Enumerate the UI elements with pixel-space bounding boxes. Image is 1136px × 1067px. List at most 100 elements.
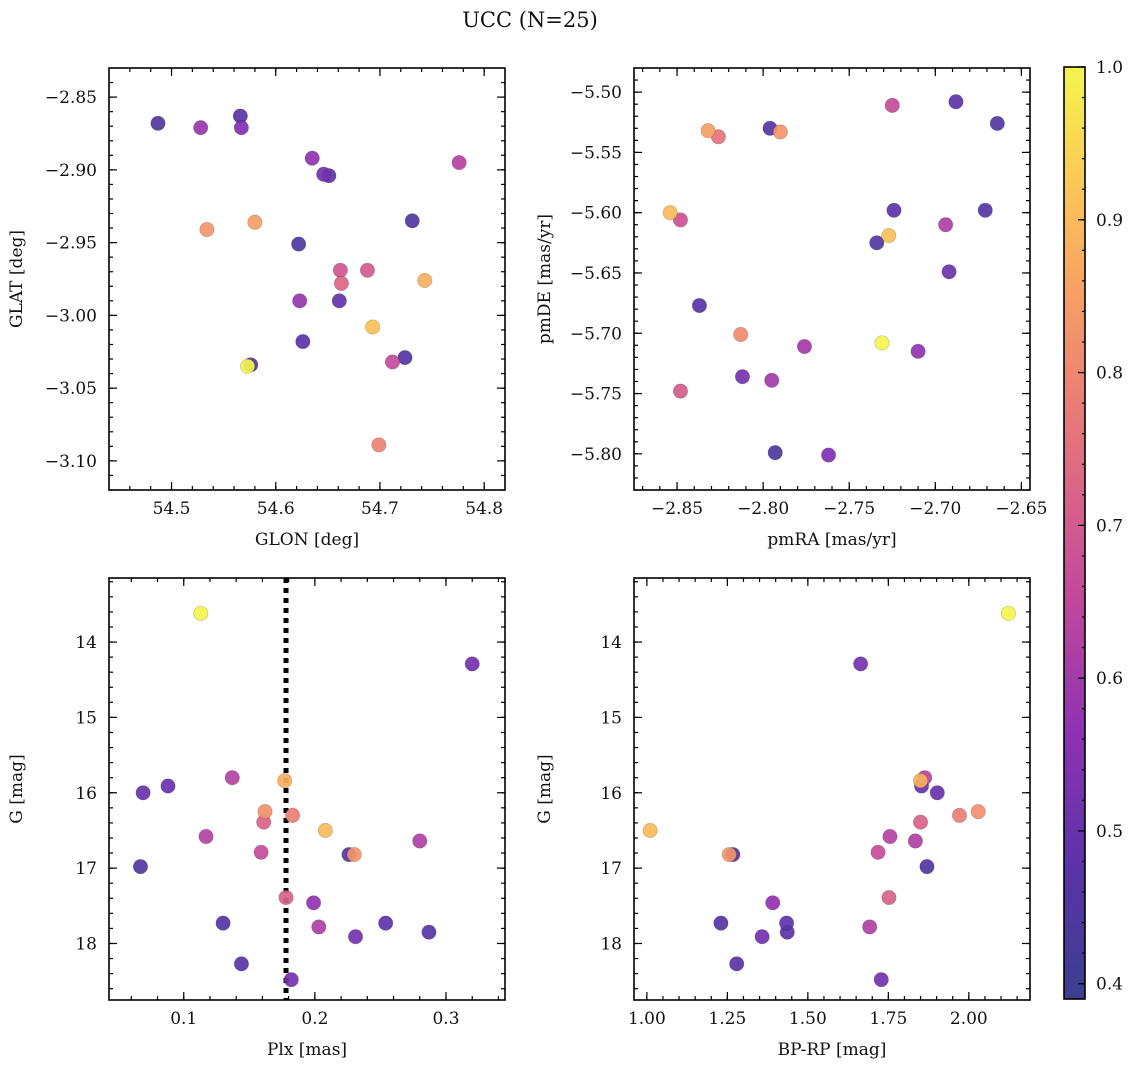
data-point [215, 915, 231, 931]
plx-g-axes-frame [108, 577, 506, 1001]
data-point [295, 333, 311, 350]
data-point [713, 915, 729, 931]
data-point [820, 447, 837, 463]
x-tick-label: −2.80 [737, 499, 789, 519]
data-point [754, 929, 770, 945]
data-point [853, 656, 869, 672]
y-tick-label: −5.50 [570, 83, 622, 103]
data-point [729, 956, 745, 972]
data-point [912, 814, 929, 830]
data-point [193, 120, 209, 136]
data-point [359, 262, 376, 278]
x-tick-label: −2.65 [995, 499, 1047, 519]
data-point [873, 972, 889, 988]
data-point [977, 202, 993, 218]
data-point [734, 369, 751, 385]
data-point [948, 94, 964, 110]
data-point [378, 915, 394, 931]
data-point [989, 115, 1005, 132]
y-tick-label: 18 [75, 934, 97, 954]
data-point [317, 822, 333, 839]
data-point [247, 214, 263, 230]
data-point [881, 889, 897, 906]
data-point [691, 297, 708, 314]
data-point [333, 275, 349, 291]
data-point [886, 202, 902, 218]
data-point [772, 124, 788, 140]
y-tick-label: −5.70 [570, 324, 622, 344]
x-tick-label: 1.50 [789, 1009, 827, 1029]
y-tick-label: −2.90 [45, 161, 97, 181]
data-point [796, 338, 813, 355]
data-point [198, 828, 214, 845]
data-point [929, 785, 945, 801]
x-tick-label: 54.7 [361, 499, 399, 519]
y-tick-label: −5.80 [570, 445, 622, 465]
data-point [331, 293, 347, 309]
y-tick-label: 15 [600, 708, 622, 728]
glon-glat-y-axis-label: GLAT [deg] [7, 230, 27, 328]
x-tick-label: 1.75 [869, 1009, 907, 1029]
data-point [291, 236, 307, 252]
data-point [417, 272, 433, 289]
data-point [371, 437, 387, 453]
data-point [910, 343, 926, 359]
y-tick-label: −3.05 [45, 379, 97, 399]
x-tick-label: −2.70 [909, 499, 961, 519]
plx-g-panel: 0.1 0.2 0.3 14 15 16 17 18 Plx [mas] G [mag] [7, 577, 506, 1060]
data-point [884, 97, 900, 113]
y-tick-label: −3.00 [45, 306, 97, 326]
x-tick-label: −2.75 [823, 499, 875, 519]
x-tick-label: 1.25 [708, 1009, 746, 1029]
y-tick-label: −5.75 [570, 385, 622, 405]
data-point [970, 804, 986, 820]
data-point [311, 919, 327, 935]
y-tick-label: −5.60 [570, 204, 622, 224]
data-point [642, 822, 658, 839]
plx-g-x-axis-label: Plx [mas] [267, 1040, 347, 1060]
data-point [384, 354, 401, 370]
data-point [346, 846, 362, 863]
data-point [277, 773, 293, 789]
data-point [869, 235, 885, 251]
colorbar-tick-label: 1.0 [1096, 58, 1123, 78]
colorbar: 0.4 0.5 0.6 0.7 0.8 0.9 1.0 [1063, 58, 1123, 1000]
data-point [132, 859, 149, 875]
data-point [305, 895, 322, 911]
glon-glat-x-axis-label: GLON [deg] [255, 530, 359, 550]
data-point [253, 844, 269, 860]
y-tick-label: 15 [75, 708, 97, 728]
data-point [919, 859, 935, 875]
y-tick-label: 18 [600, 934, 622, 954]
x-tick-label: 0.1 [170, 1009, 197, 1029]
data-point [779, 915, 795, 931]
data-point [881, 227, 897, 244]
data-point [199, 221, 215, 238]
plx-g-y-axis-label: G [mag] [7, 754, 27, 823]
data-point [304, 150, 320, 166]
x-tick-label: 0.3 [432, 1009, 459, 1029]
y-tick-label: −3.10 [45, 452, 97, 472]
data-point [672, 383, 689, 399]
pmra-pmde-axes-frame [633, 67, 1031, 491]
x-tick-label: 54.8 [465, 499, 503, 519]
data-point [404, 213, 420, 229]
y-tick-label: −2.85 [45, 88, 97, 108]
colorbar-bar [1063, 66, 1086, 1000]
y-tick-label: 14 [600, 633, 622, 653]
data-point [862, 919, 878, 935]
data-point [150, 115, 166, 131]
data-point [257, 804, 273, 820]
data-point [332, 262, 348, 278]
colorbar-tick-label: 0.8 [1096, 364, 1123, 384]
data-point [347, 929, 364, 945]
colorbar-tick-label: 0.5 [1096, 822, 1123, 842]
data-point [733, 326, 749, 343]
figure-title: UCC (N=25) [462, 8, 598, 32]
x-tick-label: 54.6 [257, 499, 295, 519]
data-point [907, 833, 923, 849]
y-tick-label: 17 [600, 859, 622, 879]
colorbar-tick-label: 0.6 [1096, 669, 1123, 689]
y-tick-label: 16 [600, 784, 622, 804]
